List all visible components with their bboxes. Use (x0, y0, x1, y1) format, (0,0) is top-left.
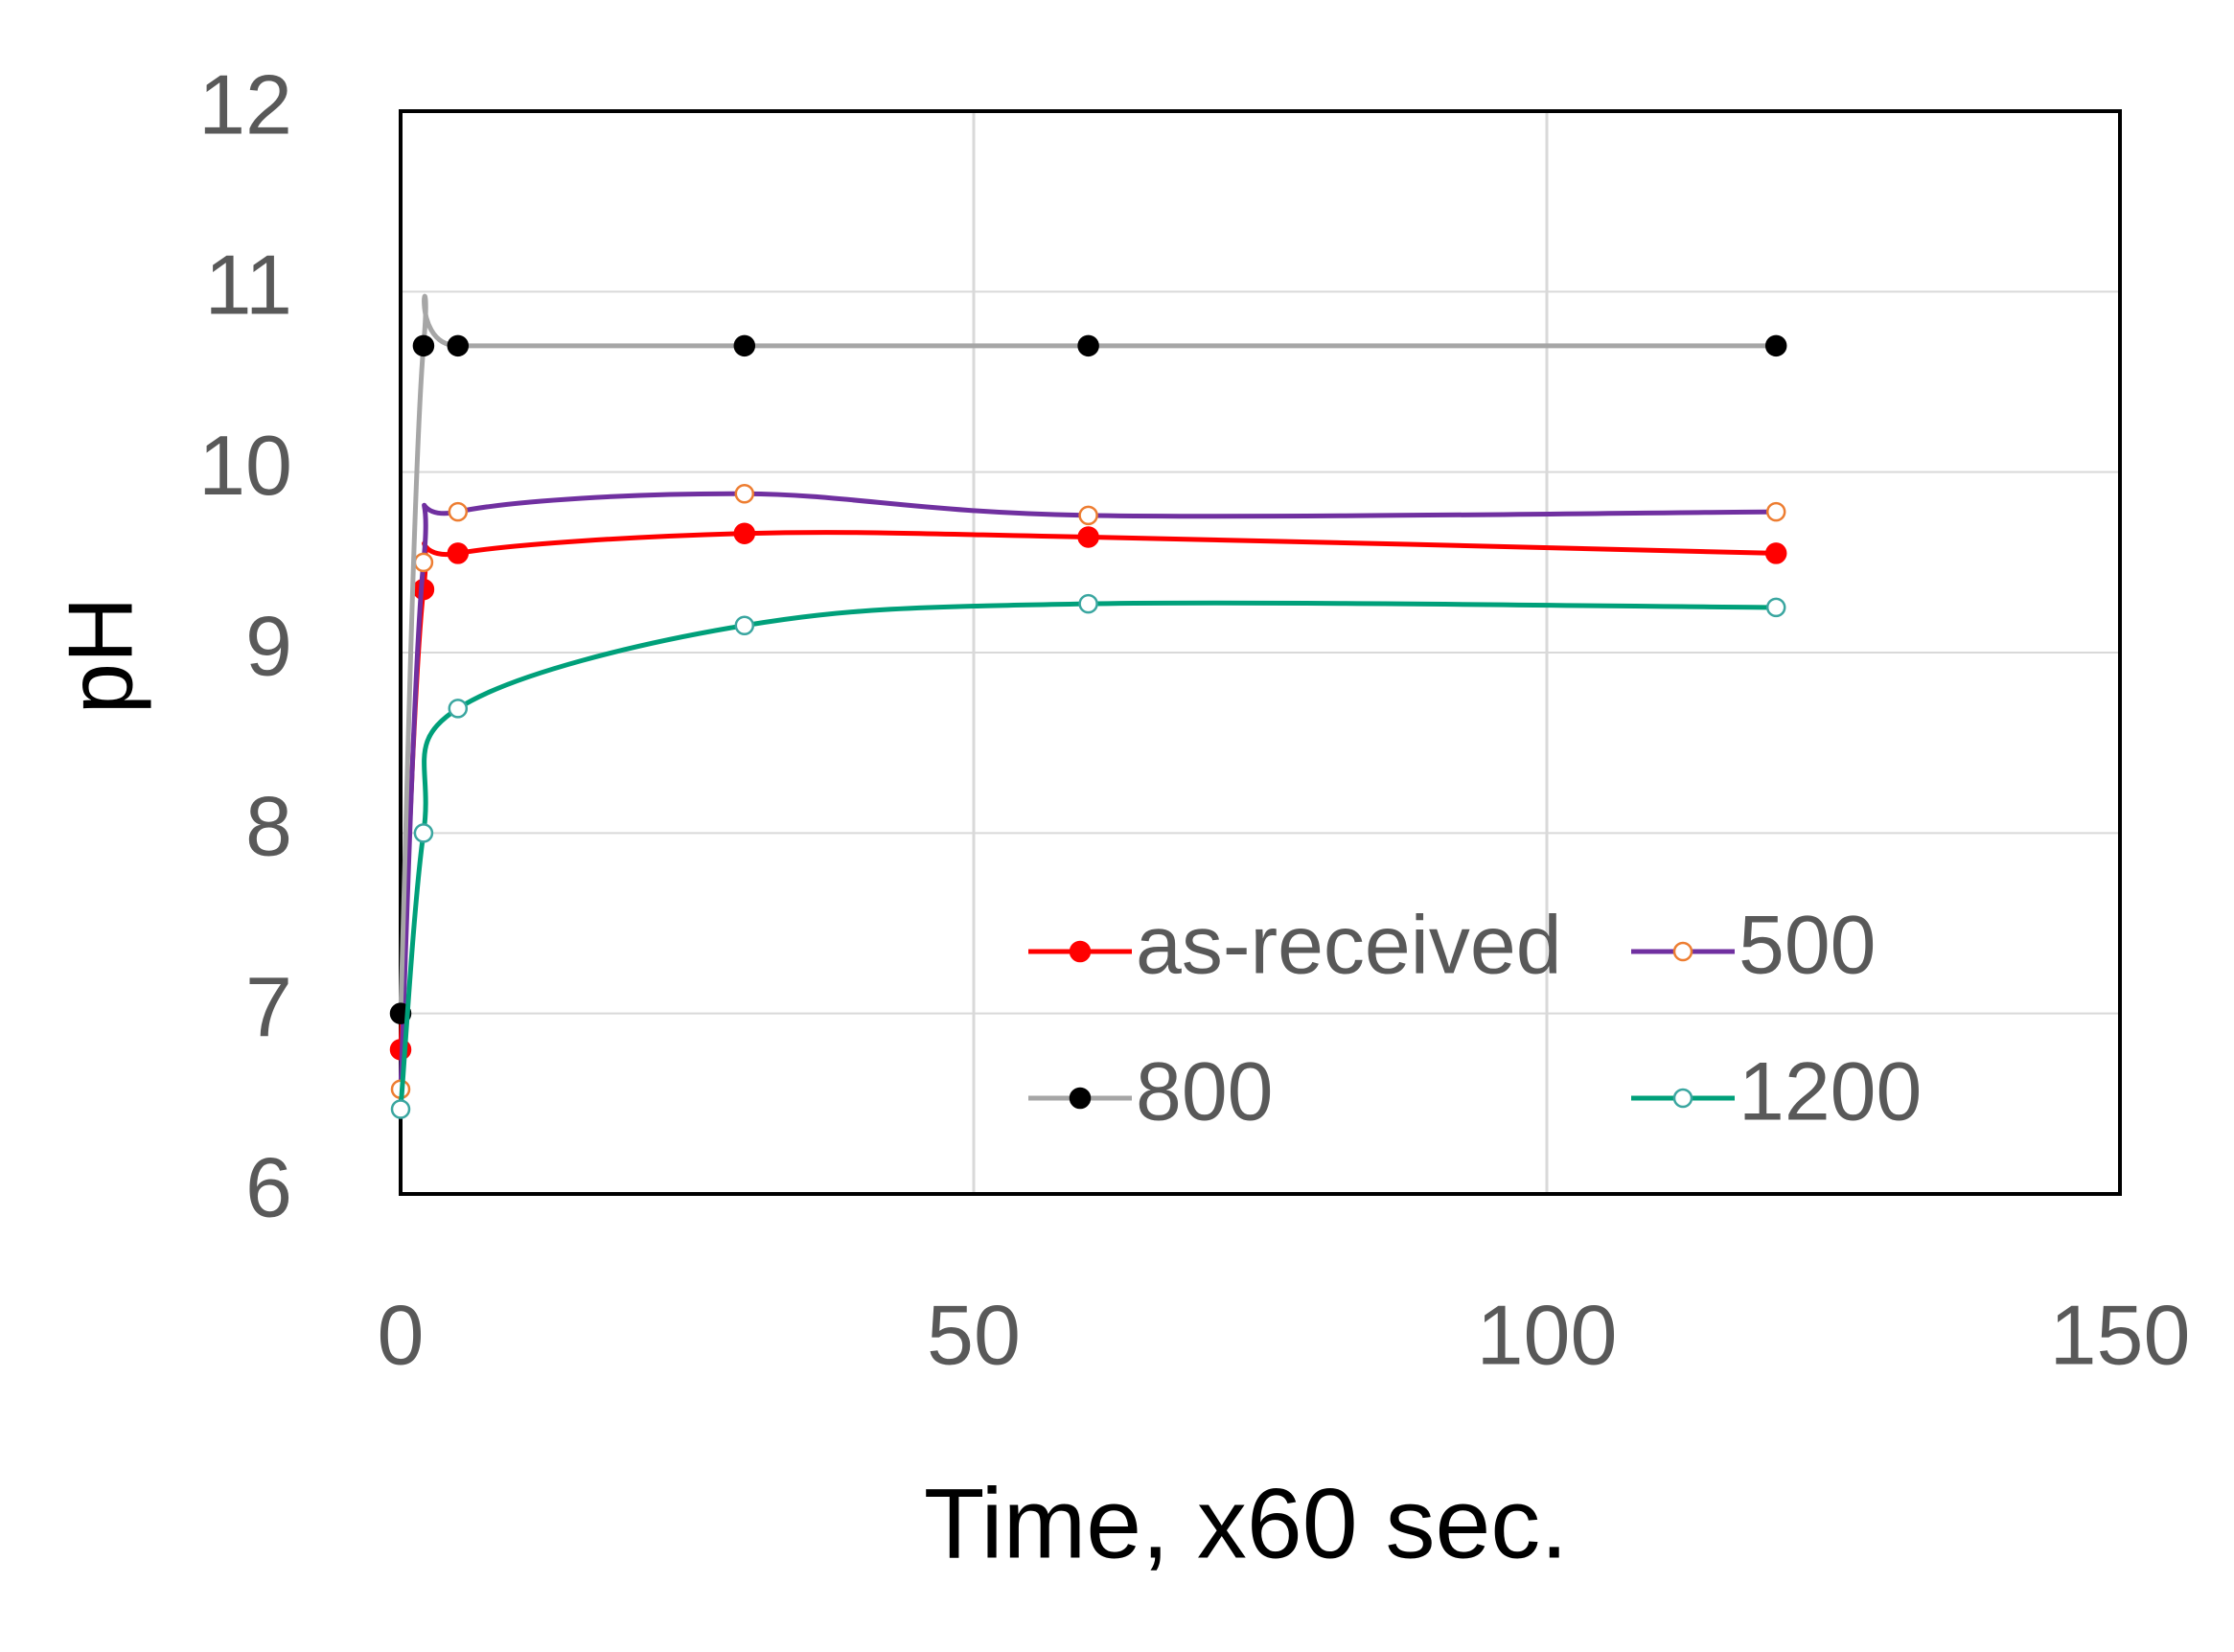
x-tick-label: 150 (2050, 1287, 2191, 1382)
data-point (412, 334, 435, 357)
data-point (413, 552, 434, 573)
x-tick-label: 50 (927, 1287, 1021, 1382)
data-point (1078, 505, 1098, 526)
data-point (1765, 501, 1786, 522)
y-tick-label: 11 (205, 238, 292, 333)
data-point (733, 334, 756, 357)
y-tick-label: 9 (245, 598, 292, 693)
data-point (448, 501, 469, 522)
data-point (733, 522, 756, 544)
y-axis-label: pH (49, 597, 151, 715)
legend-marker (1672, 1088, 1693, 1109)
data-point (448, 699, 469, 719)
plot-frame (399, 109, 2122, 1196)
data-point (734, 615, 755, 635)
legend-label: as-received (1136, 900, 1562, 992)
legend-label: 800 (1136, 1046, 1274, 1138)
data-point (1078, 593, 1098, 614)
legend-marker (1069, 1087, 1092, 1110)
series-line (398, 293, 1777, 1014)
legend-label: 1200 (1739, 1046, 1922, 1138)
data-point (1764, 542, 1787, 564)
data-point (413, 823, 434, 843)
data-point (390, 1099, 411, 1119)
x-tick-label: 0 (378, 1287, 425, 1382)
y-tick-label: 10 (198, 418, 292, 513)
x-tick-label: 100 (1477, 1287, 1618, 1382)
data-point (1077, 526, 1099, 548)
data-point (447, 334, 470, 357)
series-line (398, 491, 1777, 1090)
y-tick-label: 12 (198, 57, 292, 151)
legend-label: 500 (1739, 900, 1877, 992)
data-point (1765, 597, 1786, 618)
y-tick-label: 7 (245, 959, 292, 1054)
data-point (734, 484, 755, 504)
y-tick-label: 6 (245, 1139, 292, 1234)
x-axis-label: Time, x60 sec. (924, 1468, 1568, 1579)
data-point (1077, 334, 1099, 357)
y-tick-label: 8 (245, 779, 292, 874)
legend-marker (1672, 941, 1693, 962)
data-point (447, 542, 470, 564)
data-point (1764, 334, 1787, 357)
legend-marker (1069, 940, 1092, 963)
series-line (398, 600, 1777, 1110)
